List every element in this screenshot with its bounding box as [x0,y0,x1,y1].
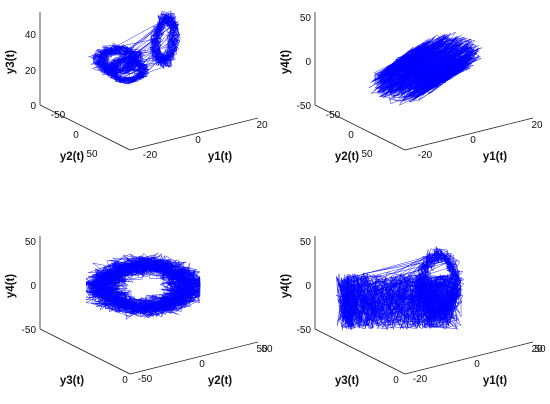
x-tick-label: 50 [256,344,268,355]
y-tick-label: 50 [361,149,373,160]
y-tick-label: 50 [261,344,273,355]
y-axis-line [39,104,131,151]
z-tick-label: 0 [305,281,311,292]
x-tick-label: -20 [413,374,428,385]
z-axis-label: y4(t) [280,274,292,298]
x-axis-line [404,341,534,375]
y-tick-label: -50 [51,110,66,121]
x-tick-label: 0 [470,135,476,146]
z-tick-label: -50 [22,325,37,336]
x-tick-label: 20 [256,120,268,131]
trajectory-series [368,31,483,106]
z-tick-label: 40 [25,30,37,41]
x-axis-label: y1(t) [483,375,507,387]
trajectory-series [85,252,201,320]
y-tick-label: -50 [326,110,341,121]
z-tick-label: 0 [30,281,36,292]
z-tick-label: 50 [300,237,312,248]
panel-3: -50 0 50 y4(t) 0 50 y3(t) -50 0 50 y2(t) [5,236,273,387]
y-axis-label: y2(t) [60,151,84,163]
x-tick-label: 20 [531,344,543,355]
x-tick-label: -20 [143,150,158,161]
y-tick-label: 0 [393,375,399,386]
z-axis-label: y4(t) [5,274,17,298]
z-tick-label: 20 [25,66,37,77]
z-tick-label: -50 [297,325,312,336]
x-tick-label: 0 [195,135,201,146]
y-tick-label: 0 [122,375,128,386]
z-tick-label: 0 [305,57,311,68]
x-axis-label: y1(t) [483,151,507,163]
x-tick-label: -50 [138,374,153,385]
trajectory-series [88,10,181,85]
x-axis-label: y1(t) [208,151,232,163]
panel-4: -50 0 50 y4(t) 0 50 y3(t) -20 0 20 y1(t) [280,236,546,387]
z-tick-label: 0 [30,101,36,112]
z-tick-label: 50 [25,237,37,248]
y-axis-line [314,328,406,375]
y-tick-label: 0 [348,130,354,141]
x-axis-line [129,341,259,375]
y-axis-label: y3(t) [60,375,84,387]
x-tick-label: 0 [199,359,205,370]
trajectory-series [335,246,465,331]
z-axis-label: y3(t) [5,50,17,74]
x-axis-line [129,117,259,151]
y-axis-label: y2(t) [335,151,359,163]
z-tick-label: -50 [297,101,312,112]
y-tick-label: 50 [86,149,98,160]
x-tick-label: 0 [474,359,480,370]
x-axis-line [404,117,534,151]
y-tick-label: 50 [534,344,546,355]
x-tick-label: 20 [531,120,543,131]
x-axis-label: y2(t) [208,375,232,387]
y-axis-line [314,104,406,151]
z-axis-label: y4(t) [280,50,292,74]
x-tick-label: -20 [418,150,433,161]
y-axis-line [39,328,131,375]
y-tick-label: 0 [73,130,79,141]
y-axis-label: y3(t) [335,375,359,387]
z-tick-label: 50 [300,13,312,24]
